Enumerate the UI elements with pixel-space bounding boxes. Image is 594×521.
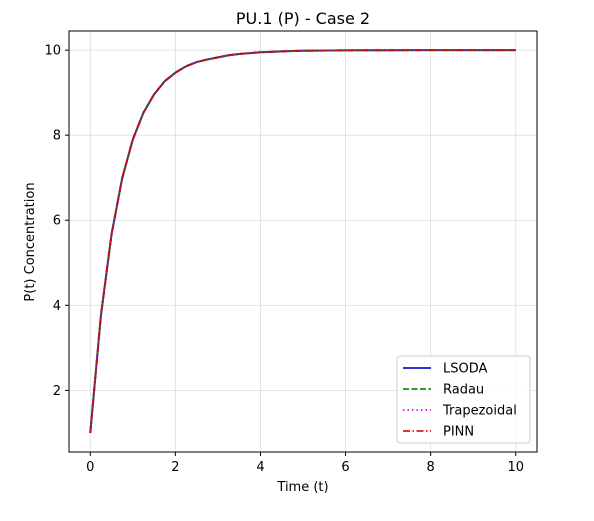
y-tick-label: 2	[53, 384, 61, 399]
legend-label-radau: Radau	[443, 383, 484, 398]
legend-label-trapezoidal: Trapezoidal	[442, 404, 517, 419]
series-lines	[89, 49, 516, 433]
legend-label-pinn: PINN	[443, 425, 474, 440]
y-tick-label: 8	[53, 129, 61, 144]
y-axis-title: P(t) Concentration	[23, 182, 38, 301]
legend: LSODA Radau Trapezoidal PINN	[396, 355, 531, 444]
y-tick-label: 4	[53, 299, 61, 314]
chart-title: PU.1 (P) - Case 2	[236, 9, 370, 28]
x-tick-label: 4	[256, 460, 264, 475]
x-tick-label: 6	[341, 460, 349, 475]
x-tick-label: 0	[86, 460, 94, 475]
plot-frame	[68, 30, 538, 453]
legend-box	[396, 355, 531, 444]
x-tick-label: 2	[171, 460, 179, 475]
x-tick-label: 10	[507, 460, 524, 475]
legend-label-lsoda: LSODA	[443, 362, 488, 377]
ticks: 0 2 4 6 8 10 2 4 6 8 10	[44, 44, 524, 475]
y-tick-label: 6	[53, 214, 61, 229]
series-line-pinn	[89, 49, 516, 433]
x-tick-label: 8	[426, 460, 434, 475]
x-axis-title: Time (t)	[276, 480, 328, 495]
y-tick-label: 10	[44, 44, 61, 59]
